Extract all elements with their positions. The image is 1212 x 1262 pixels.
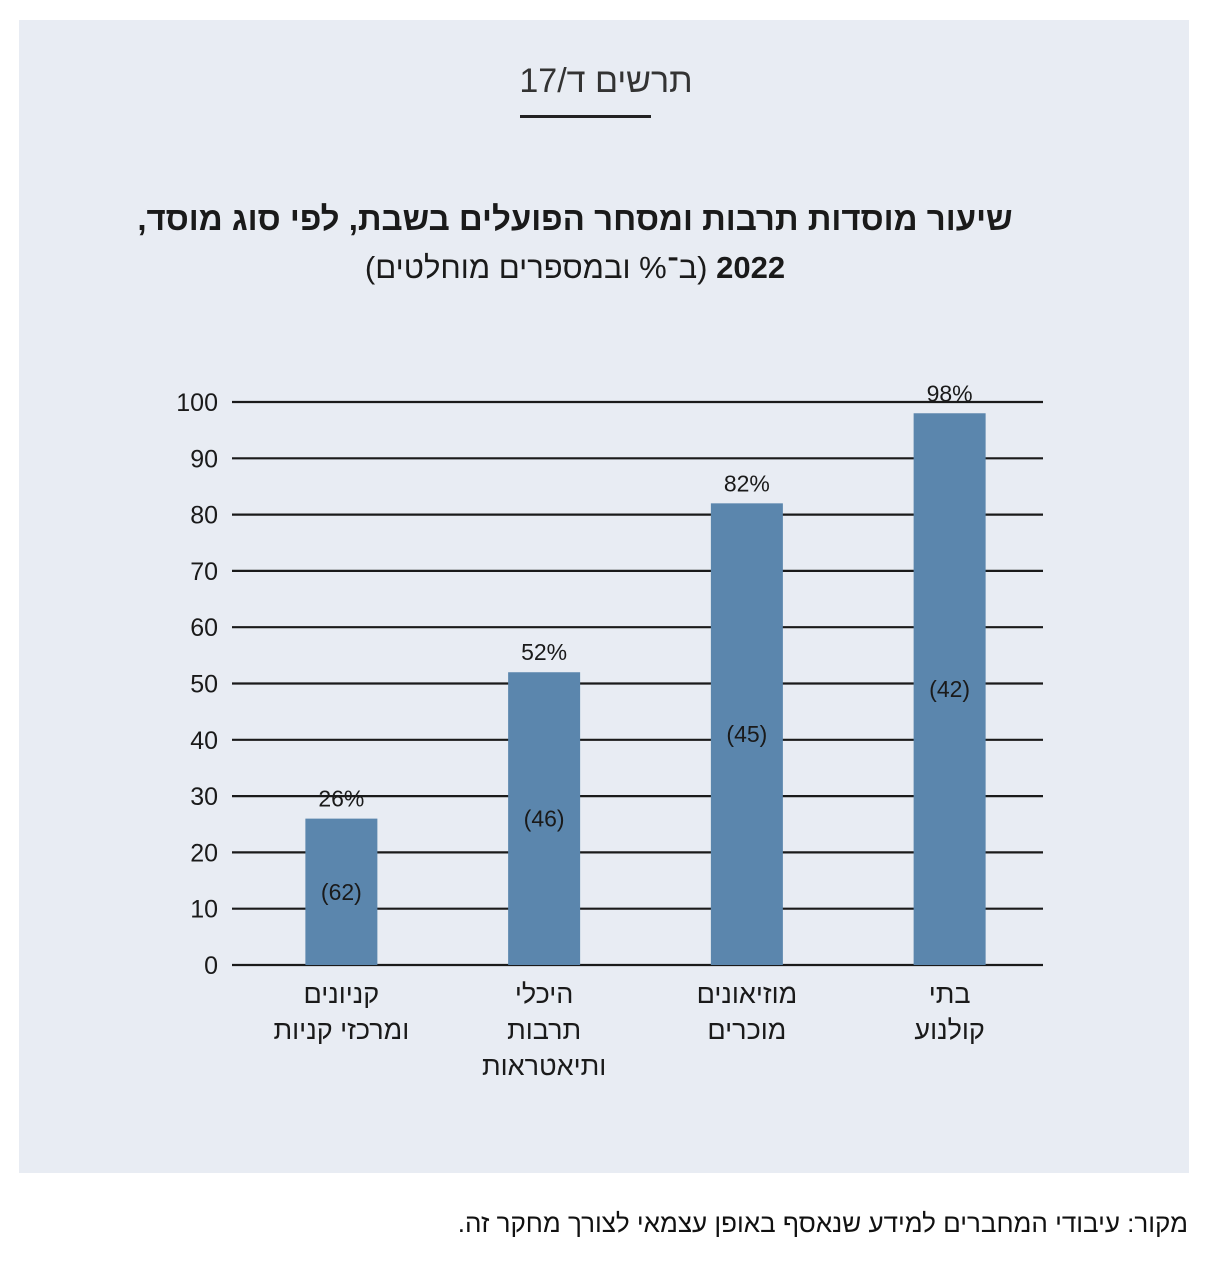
bar-count-label: (42) <box>929 676 970 702</box>
bar <box>913 413 986 965</box>
x-category-label: היכלי <box>515 979 574 1009</box>
x-category-label: תרבות <box>507 1015 581 1045</box>
y-tick-label: 50 <box>190 671 218 699</box>
bar <box>508 672 581 965</box>
bar <box>710 503 783 965</box>
x-category-label: ותיאטראות <box>482 1051 606 1081</box>
x-category-label: ומרכזי קניות <box>274 1015 410 1045</box>
y-tick-label: 100 <box>176 389 218 417</box>
chart-subtitle: 2022 (ב־% ובמספרים מוחלטים) <box>60 250 1090 286</box>
figure-number: תרשים ד/17 <box>519 62 693 100</box>
x-category-label: מוכרים <box>707 1015 786 1045</box>
x-category-label: מוזיאונים <box>697 979 798 1009</box>
chart-title: שיעור מוסדות תרבות ומסחר הפועלים בשבת, ל… <box>137 200 1013 237</box>
bar-chart: 0 10 20 30 40 50 60 70 80 90 100 26% (62) קניונים ומרכ… <box>176 380 1043 1081</box>
y-tick-label: 80 <box>190 502 218 530</box>
x-category-label: קולנוע <box>914 1015 984 1045</box>
bar-value-label: 52% <box>521 639 567 665</box>
title-year: 2022 <box>716 250 786 285</box>
bar-count-label: (46) <box>524 806 565 832</box>
x-category-label: בתי <box>929 979 971 1009</box>
title-units: (ב־% ובמספרים מוחלטים) <box>364 250 708 285</box>
figure-panel <box>19 20 1189 1173</box>
y-tick-label: 70 <box>190 558 218 586</box>
bar-count-label: (62) <box>321 879 362 905</box>
x-category-label: קניונים <box>303 979 379 1009</box>
bar-count-label: (45) <box>726 721 767 747</box>
y-tick-label: 20 <box>190 839 218 867</box>
bar-value-label: 98% <box>927 380 973 406</box>
y-tick-label: 10 <box>190 896 218 924</box>
bar-value-label: 82% <box>724 470 770 496</box>
figure-divider <box>520 115 651 118</box>
y-tick-label: 90 <box>190 445 218 473</box>
y-tick-label: 40 <box>190 727 218 755</box>
source-note: מקור: עיבודי המחברים למידע שנאסף באופן ע… <box>457 1208 1188 1238</box>
bar-value-label: 26% <box>318 786 364 812</box>
bar <box>305 818 378 965</box>
y-tick-label: 0 <box>204 952 218 980</box>
y-tick-label: 30 <box>190 783 218 811</box>
y-tick-label: 60 <box>190 614 218 642</box>
